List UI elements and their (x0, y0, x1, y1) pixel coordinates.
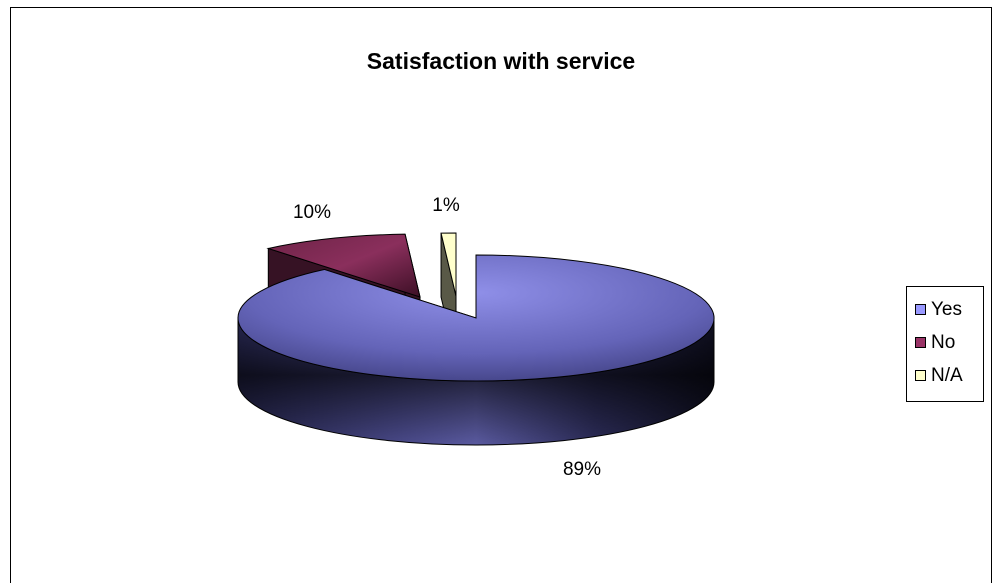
legend-item-no: No (915, 326, 983, 359)
legend: Yes No N/A (906, 286, 984, 402)
legend-label: Yes (931, 298, 962, 320)
data-label-yes: 89% (563, 459, 601, 480)
pie-slice-yes (237, 254, 715, 446)
pie-slice-top (237, 254, 715, 382)
chart-area: Satisfaction with service (10, 7, 992, 583)
data-label-n-a: 1% (432, 195, 460, 216)
legend-swatch (915, 304, 926, 315)
legend-item-yes: Yes (915, 293, 983, 326)
legend-swatch (915, 337, 926, 348)
pie-chart: 89% 10% 1% (237, 195, 715, 480)
data-label-no: 10% (293, 202, 331, 223)
chart-title: Satisfaction with service (366, 48, 636, 74)
legend-label: No (931, 331, 956, 353)
legend-item-n-a: N/A (915, 359, 983, 392)
pie-slice-top (440, 232, 457, 297)
legend-label: N/A (931, 364, 963, 386)
legend-swatch (915, 370, 926, 381)
pie-slice-top (266, 233, 421, 298)
